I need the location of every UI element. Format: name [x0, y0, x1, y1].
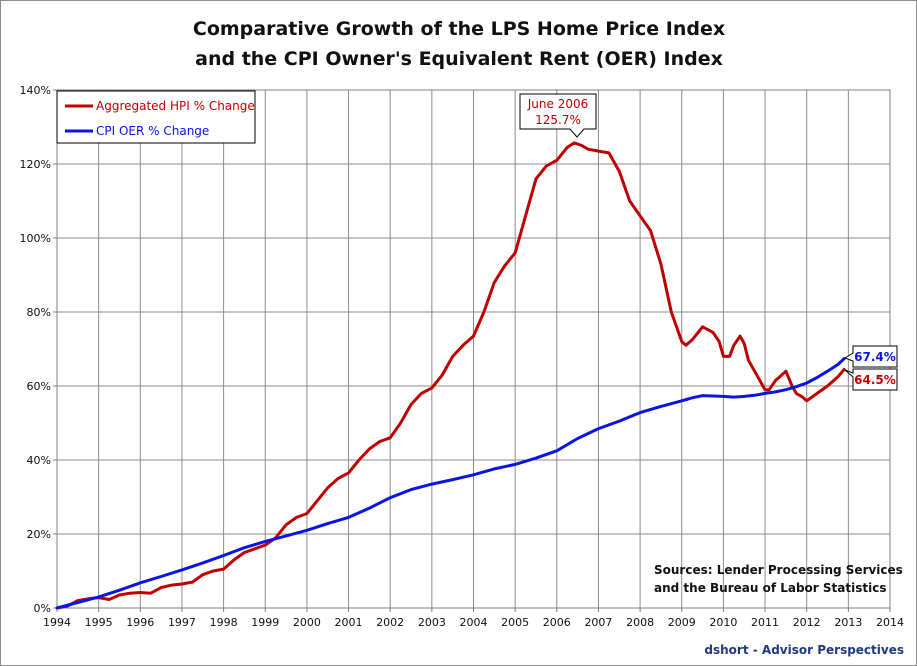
hpi-end-label: 64.5% — [844, 368, 898, 391]
x-tick-label: 2007 — [584, 616, 612, 629]
y-tick-label: 0% — [34, 602, 51, 615]
x-tick-label: 2013 — [834, 616, 862, 629]
x-tick-label: 2014 — [876, 616, 904, 629]
x-tick-label: 2008 — [626, 616, 654, 629]
legend-box — [56, 90, 256, 144]
y-tick-label: 80% — [27, 306, 51, 319]
x-tick-label: 1994 — [43, 616, 71, 629]
peak-callout-box — [519, 93, 597, 138]
chart-title-line-2: and the CPI Owner's Equivalent Rent (OER… — [195, 48, 723, 70]
x-tick-label: 1995 — [85, 616, 113, 629]
y-tick-label: 100% — [20, 232, 51, 245]
oer-end-label: 67.4% — [843, 345, 898, 368]
series-line-oer — [55, 357, 846, 610]
credit: dshort - Advisor Perspectives — [704, 643, 904, 657]
x-tick-label: 2010 — [709, 616, 737, 629]
oer-end-label-box — [843, 345, 898, 368]
series-line-hpi — [55, 141, 846, 610]
legend-label-hpi: Aggregated HPI % Change — [96, 99, 255, 113]
oer-end-value: 67.4% — [854, 350, 896, 364]
y-tick-label: 60% — [27, 380, 51, 393]
peak-callout-date: June 2006 — [527, 97, 589, 111]
sources-line-2: and the Bureau of Labor Statistics — [654, 581, 886, 595]
x-tick-label: 1996 — [126, 616, 154, 629]
series-layer — [55, 141, 846, 610]
y-tick-label: 140% — [20, 84, 51, 97]
legend-label-oer: CPI OER % Change — [96, 124, 209, 138]
x-tick-label: 2012 — [793, 616, 821, 629]
y-axis-ticks: 0% 20% 40% 60% 80% 100% 120% 140% — [20, 84, 57, 615]
y-tick-label: 40% — [27, 454, 51, 467]
x-tick-label: 2002 — [376, 616, 404, 629]
hpi-end-value: 64.5% — [854, 373, 896, 387]
x-tick-label: 1997 — [168, 616, 196, 629]
gridlines — [57, 90, 890, 608]
legend: Aggregated HPI % Change CPI OER % Change — [56, 90, 256, 144]
x-tick-label: 1999 — [251, 616, 279, 629]
x-tick-label: 2006 — [543, 616, 571, 629]
x-tick-label: 2009 — [668, 616, 696, 629]
sources-line-1: Sources: Lender Processing Services — [654, 563, 903, 577]
chart-title-line-1: Comparative Growth of the LPS Home Price… — [193, 18, 725, 40]
hpi-end-label-box — [844, 368, 898, 391]
x-tick-label: 2001 — [335, 616, 363, 629]
peak-callout-value: 125.7% — [535, 113, 581, 127]
x-axis-ticks: 1994 1995 1996 1997 1998 1999 2000 2001 2002 2003… — [43, 608, 904, 629]
peak-callout: June 2006 125.7% — [519, 93, 597, 138]
x-tick-label: 2000 — [293, 616, 321, 629]
x-tick-label: 2005 — [501, 616, 529, 629]
x-tick-label: 2003 — [418, 616, 446, 629]
x-tick-label: 2004 — [460, 616, 488, 629]
y-tick-label: 120% — [20, 158, 51, 171]
x-tick-label: 2011 — [751, 616, 779, 629]
x-tick-label: 1998 — [210, 616, 238, 629]
y-tick-label: 20% — [27, 528, 51, 541]
